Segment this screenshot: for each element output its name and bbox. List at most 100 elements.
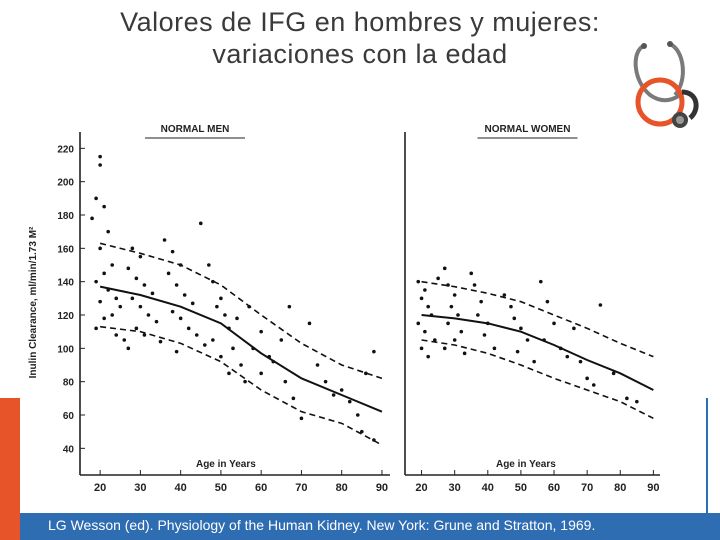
chart-normal-women: NORMAL WOMEN 20 30 40 50 60 70 80 90 Age in Years [404,124,660,494]
series-upper-line [421,280,654,358]
data-point [90,216,94,221]
data-point [515,349,520,354]
data-point [118,304,123,309]
chart-title: NORMAL MEN [161,124,230,135]
x-tick-label: 70 [295,482,307,494]
data-point [106,288,110,292]
data-point [611,371,616,376]
data-point [259,329,263,334]
x-tick-label: 90 [647,482,659,494]
y-tick-label: 180 [57,211,74,222]
data-point [114,296,119,301]
data-point [532,359,536,364]
data-point [347,399,352,404]
data-point [552,321,556,326]
data-point [307,321,312,326]
data-point [102,316,106,321]
data-point [203,343,207,347]
x-axis-label: Age in Years [196,459,256,470]
y-tick-label: 40 [63,444,75,455]
series-mean-line [421,314,654,391]
data-point [215,304,219,309]
x-tick-label: 60 [255,482,267,494]
data-point [355,413,360,417]
data-point [190,301,195,306]
x-tick-label: 20 [415,482,427,494]
y-tick-label: 220 [57,144,74,155]
data-point [122,338,127,342]
data-point [512,316,517,321]
data-point [126,346,131,351]
y-tick-label: 80 [63,378,75,389]
data-point [194,333,199,337]
slide-title: Valores de IFG en hombres y mujeres: var… [40,6,680,70]
data-point [219,296,223,301]
x-axis-label: Age in Years [496,459,556,470]
data-point [267,354,272,359]
x-tick-label: 90 [376,482,388,494]
data-point [287,304,292,309]
data-point [446,283,450,287]
data-point [482,333,487,337]
x-tick-label: 60 [548,482,560,494]
data-point [142,333,147,337]
data-point [449,304,454,309]
data-point [170,309,175,314]
data-point [436,276,440,281]
series-upper-line [99,242,383,380]
data-point [509,304,513,309]
data-point [635,399,639,404]
data-point [130,296,135,301]
data-point [98,154,102,159]
data-point [485,321,490,326]
data-point [502,293,507,297]
data-point [419,296,424,301]
ifg-charts: NORMAL MEN 20 30 40 50 60 70 80 90 Age in Years 40… [28,124,660,494]
data-point [372,438,376,442]
data-point [538,279,543,284]
data-point [174,283,179,287]
data-point [98,163,102,167]
data-point [452,293,457,297]
data-point [211,279,215,284]
data-point [456,313,460,317]
data-point [94,196,98,201]
footer-bar: LG Wesson (ed). Physiology of the Human … [20,513,720,540]
data-point [219,354,223,359]
data-point [211,338,215,342]
data-point [166,271,171,276]
data-point [426,354,430,359]
y-tick-label: 120 [57,311,74,322]
data-point [98,299,102,304]
x-tick-label: 80 [336,482,348,494]
data-point [331,393,336,397]
data-point [426,304,430,309]
data-point [182,293,187,297]
data-point [134,276,139,281]
data-point [433,338,437,342]
data-point [459,329,464,334]
title-line-1: Valores de IFG en hombres y mujeres: [120,7,600,37]
data-point [323,379,328,384]
data-point [416,279,421,284]
data-point [178,263,183,267]
data-point [429,313,434,317]
data-point [243,379,247,384]
data-point [138,304,143,309]
data-point [162,238,167,242]
data-point [591,383,596,387]
left-accent-bar [0,398,20,540]
data-point [110,263,115,267]
series-mean-line [99,285,383,413]
data-point [259,371,263,376]
data-point [545,299,550,304]
data-point [364,371,368,376]
data-point [291,396,296,401]
x-tick-label: 50 [515,482,527,494]
data-point [154,319,159,324]
data-point [158,339,163,344]
data-point [472,283,477,287]
data-point [174,349,179,354]
series-lower-line [100,325,383,446]
data-point [130,246,135,251]
